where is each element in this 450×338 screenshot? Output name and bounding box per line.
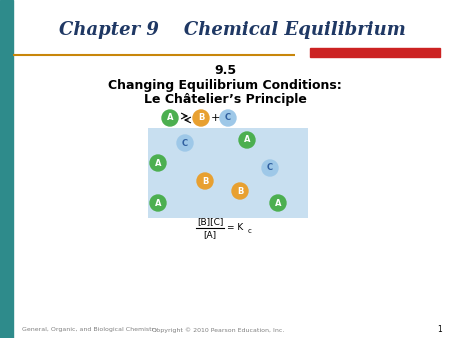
Circle shape: [177, 135, 193, 151]
Text: A: A: [244, 136, 250, 145]
Circle shape: [262, 160, 278, 176]
Text: +: +: [210, 113, 220, 123]
Text: Chapter 9    Chemical Equilibrium: Chapter 9 Chemical Equilibrium: [58, 21, 405, 39]
Bar: [0, 0, 13, 338]
Circle shape: [270, 195, 286, 211]
Text: A: A: [155, 159, 161, 168]
Circle shape: [162, 110, 178, 126]
Circle shape: [150, 195, 166, 211]
Text: = K: = K: [227, 223, 243, 233]
Text: 1: 1: [437, 325, 442, 335]
Circle shape: [232, 183, 248, 199]
Text: B: B: [198, 114, 204, 122]
Bar: [148, 128, 308, 218]
Text: Le Châtelier’s Principle: Le Châtelier’s Principle: [144, 94, 306, 106]
Text: C: C: [225, 114, 231, 122]
Text: A: A: [275, 198, 281, 208]
Circle shape: [150, 155, 166, 171]
Text: C: C: [182, 139, 188, 147]
Circle shape: [193, 110, 209, 126]
Circle shape: [197, 173, 213, 189]
Circle shape: [239, 132, 255, 148]
Text: A: A: [167, 114, 173, 122]
Circle shape: [220, 110, 236, 126]
Text: 9.5: 9.5: [214, 64, 236, 76]
Text: Copyright © 2010 Pearson Education, Inc.: Copyright © 2010 Pearson Education, Inc.: [152, 327, 284, 333]
Text: General, Organic, and Biological Chemistry: General, Organic, and Biological Chemist…: [22, 328, 158, 333]
Text: C: C: [267, 164, 273, 172]
Text: c: c: [248, 228, 252, 234]
Text: A: A: [155, 198, 161, 208]
Text: B: B: [237, 187, 243, 195]
Bar: [310, 48, 440, 57]
Text: Changing Equilibrium Conditions:: Changing Equilibrium Conditions:: [108, 78, 342, 92]
Text: [A]: [A]: [203, 231, 216, 240]
Text: B: B: [202, 176, 208, 186]
Text: [B][C]: [B][C]: [197, 217, 223, 226]
